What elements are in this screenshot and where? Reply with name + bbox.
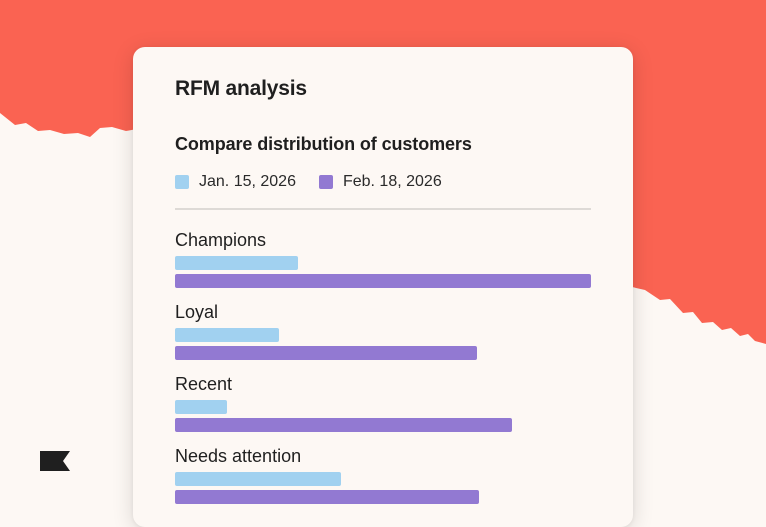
legend-swatch-1 [318,175,333,189]
rfm-analysis-card: RFM analysis Compare distribution of cus… [133,47,633,527]
category-label: Champions [175,230,267,250]
chart-subtitle: Compare distribution of customers [175,134,472,154]
bar-feb-2 [175,418,512,432]
flag-logo-icon [40,451,70,471]
category-group: Champions [175,227,591,299]
legend-item-0: Jan. 15, 2026 [175,173,296,191]
bar-jan-2 [175,400,227,414]
chart-legend: Jan. 15, 2026 Feb. 18, 2026 [175,173,465,191]
bar-jan-3 [175,472,342,486]
category-group: Loyal [175,299,591,371]
category-label: Recent [175,374,233,394]
bar-feb-0 [175,274,591,288]
legend-item-1: Feb. 18, 2026 [318,173,442,191]
divider [175,208,591,210]
bar-feb-3 [175,490,479,504]
legend-label-0: Jan. 15, 2026 [199,173,296,190]
card-title: RFM analysis [175,77,307,100]
category-group: Needs attention [175,443,591,515]
legend-label-1: Feb. 18, 2026 [342,173,442,190]
category-group: Recent [175,371,591,443]
bar-chart: Champions Loyal Recent Needs attention [175,227,591,515]
bar-jan-1 [175,328,279,342]
bar-jan-0 [175,256,298,270]
legend-swatch-0 [175,175,189,189]
category-label: Needs attention [175,446,302,466]
category-label: Loyal [175,302,219,322]
bar-feb-1 [175,346,477,360]
